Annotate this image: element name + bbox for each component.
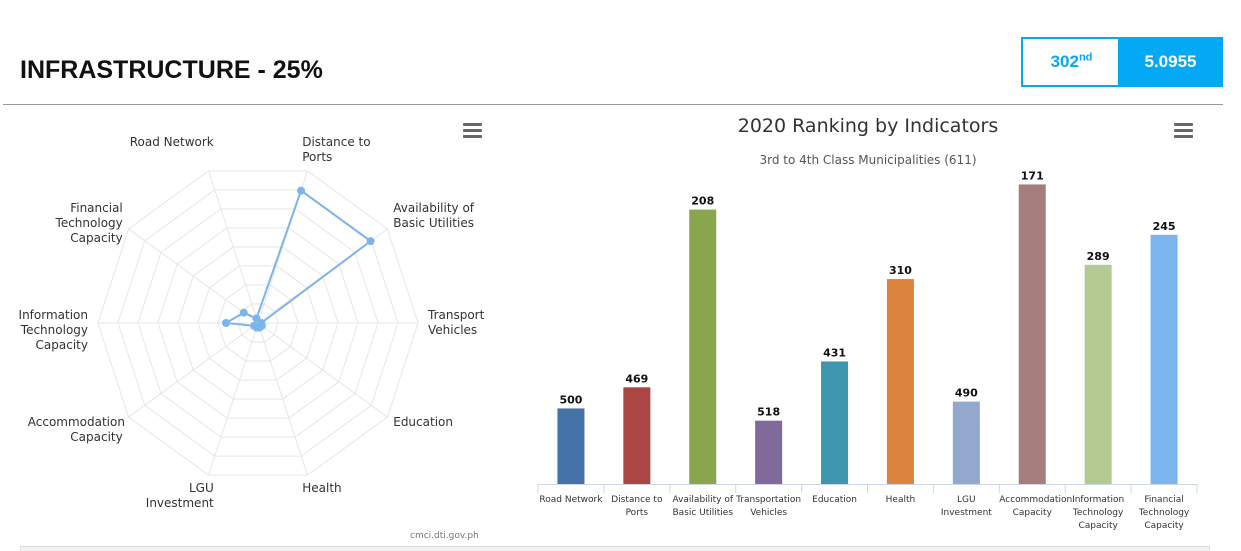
radar-axis-label: Health: [302, 481, 342, 496]
bar: [1150, 234, 1178, 484]
radar-point: [222, 319, 230, 327]
bar: [557, 408, 585, 484]
x-tick-label: Availability of Basic Utilities: [672, 495, 734, 518]
credit: cmci.dti.gov.ph: [410, 531, 479, 541]
radar-axis-label: Availability of Basic Utilities: [393, 201, 475, 231]
radar-axis-label: Education: [393, 414, 453, 429]
data-label: 289: [1087, 250, 1110, 263]
x-tick-label: Financial Technology Capacity: [1138, 495, 1190, 531]
menu-icon[interactable]: [463, 123, 482, 138]
data-label: 208: [691, 195, 714, 208]
footer-bar: [20, 546, 1210, 551]
x-tick-label: Health: [885, 495, 916, 505]
radar-axis-label: Accommodation Capacity: [27, 414, 125, 444]
data-label: 469: [625, 372, 648, 385]
divider: [3, 104, 1223, 105]
radar-axis-label: Transport Vehicles: [428, 308, 485, 337]
radar-point: [297, 186, 306, 195]
radar-axis-label: LGU Investment: [145, 481, 214, 511]
radar-spoke: [208, 170, 259, 324]
radar-spoke: [257, 322, 388, 418]
chart-subtitle: 3rd to 4th Class Municipalities (611): [759, 153, 976, 167]
radar-point: [250, 321, 259, 330]
radar-axis-label: Road Network: [129, 134, 214, 149]
x-tick-label: LGU Investment: [940, 495, 992, 518]
data-label: 310: [889, 264, 912, 277]
radar-axis-label: Distance to Ports: [302, 134, 371, 164]
bar: [821, 361, 849, 484]
x-tick-label: Road Network: [539, 495, 603, 505]
radar-axis-label: Financial Technology Capacity: [55, 201, 123, 246]
bar: [1018, 184, 1046, 484]
radar-point: [239, 308, 248, 317]
bar: [623, 387, 651, 484]
radar-spoke: [208, 322, 259, 476]
score-box: 5.0955: [1118, 37, 1223, 87]
x-tick-label: Accommodation Capacity: [999, 495, 1073, 518]
bar: [886, 279, 914, 484]
section-title: INFRASTRUCTURE - 25%: [20, 56, 323, 84]
x-tick-label: Transportation Vehicles: [736, 495, 802, 518]
data-label: 431: [823, 346, 846, 359]
chart-title: 2020 Ranking by Indicators: [738, 115, 999, 137]
x-tick-label: Education: [812, 495, 857, 505]
data-label: 518: [757, 406, 780, 419]
data-label: 490: [955, 387, 978, 400]
radar-spoke: [128, 322, 259, 418]
menu-icon[interactable]: [1174, 123, 1193, 138]
radar-spoke: [257, 322, 308, 476]
data-label: 500: [559, 393, 582, 406]
x-tick-label: Distance to Ports: [611, 495, 663, 518]
radar-axis-label: Information Technology Capacity: [18, 308, 88, 352]
data-label: 171: [1021, 169, 1044, 182]
radar-point: [366, 237, 375, 246]
bar: [1084, 264, 1112, 484]
rank-suffix: nd: [1078, 51, 1093, 64]
radar-spoke: [128, 228, 259, 324]
bar: [689, 209, 717, 485]
bar: [755, 420, 783, 484]
x-tick-label: Information Technology Capacity: [1072, 495, 1125, 531]
bar: [952, 401, 980, 484]
rank: 302: [1050, 52, 1079, 71]
data-label: 245: [1153, 220, 1176, 233]
